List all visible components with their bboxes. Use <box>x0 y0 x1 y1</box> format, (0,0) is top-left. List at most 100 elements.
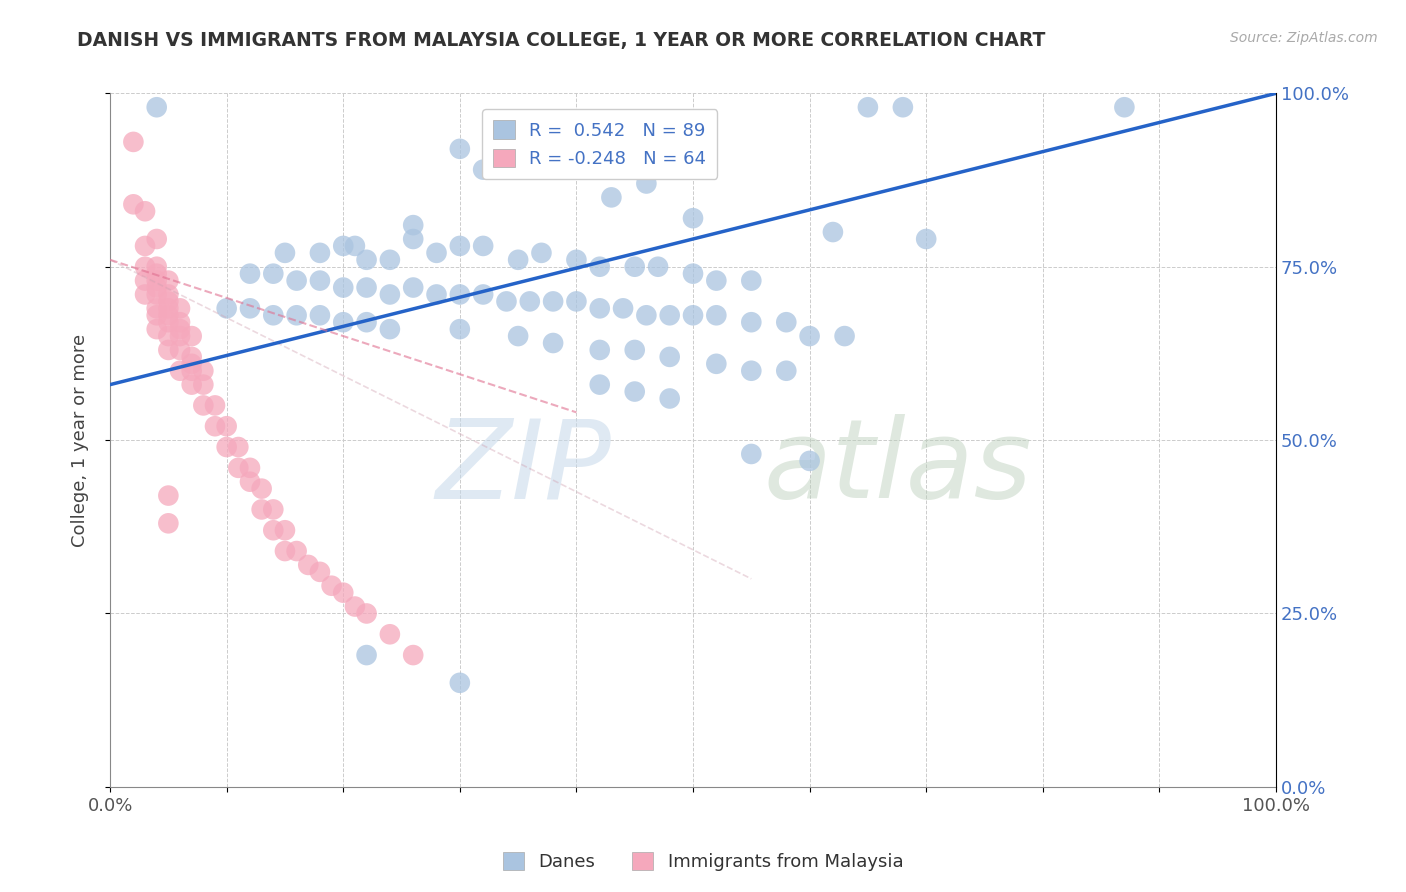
Point <box>193 377 215 392</box>
Point <box>915 232 938 246</box>
Point <box>145 267 167 281</box>
Point <box>356 607 378 621</box>
Point <box>285 274 308 288</box>
Point <box>274 544 297 558</box>
Point <box>180 329 202 343</box>
Point <box>332 239 354 253</box>
Point <box>508 329 530 343</box>
Point <box>157 329 180 343</box>
Point <box>145 260 167 274</box>
Point <box>449 675 471 690</box>
Point <box>449 142 471 156</box>
Point <box>821 225 844 239</box>
Point <box>740 364 762 378</box>
Point <box>250 482 273 496</box>
Point <box>682 211 704 226</box>
Point <box>180 364 202 378</box>
Point <box>565 252 588 267</box>
Point <box>274 523 297 537</box>
Point <box>145 287 167 301</box>
Point <box>623 343 645 357</box>
Point <box>658 308 681 322</box>
Point <box>134 274 156 288</box>
Point <box>589 377 612 392</box>
Point <box>145 100 167 114</box>
Legend: R =  0.542   N = 89, R = -0.248   N = 64: R = 0.542 N = 89, R = -0.248 N = 64 <box>482 110 717 178</box>
Point <box>157 287 180 301</box>
Point <box>193 399 215 413</box>
Point <box>239 267 262 281</box>
Point <box>356 315 378 329</box>
Point <box>262 308 284 322</box>
Point <box>204 399 226 413</box>
Point <box>157 315 180 329</box>
Point <box>204 419 226 434</box>
Point <box>285 544 308 558</box>
Point <box>145 301 167 316</box>
Point <box>775 315 797 329</box>
Point <box>891 100 914 114</box>
Point <box>740 315 762 329</box>
Point <box>612 301 634 316</box>
Point <box>530 245 553 260</box>
Point <box>134 204 156 219</box>
Text: DANISH VS IMMIGRANTS FROM MALAYSIA COLLEGE, 1 YEAR OR MORE CORRELATION CHART: DANISH VS IMMIGRANTS FROM MALAYSIA COLLE… <box>77 31 1046 50</box>
Point <box>262 523 284 537</box>
Point <box>623 384 645 399</box>
Point <box>309 245 332 260</box>
Point <box>508 252 530 267</box>
Point <box>122 197 145 211</box>
Point <box>309 274 332 288</box>
Point <box>332 315 354 329</box>
Legend: Danes, Immigrants from Malaysia: Danes, Immigrants from Malaysia <box>495 845 911 879</box>
Point <box>134 287 156 301</box>
Point <box>799 329 821 343</box>
Point <box>589 260 612 274</box>
Point <box>623 260 645 274</box>
Point <box>321 579 343 593</box>
Point <box>169 364 191 378</box>
Point <box>541 294 564 309</box>
Point <box>145 280 167 294</box>
Point <box>309 565 332 579</box>
Point <box>239 475 262 489</box>
Point <box>541 336 564 351</box>
Point <box>740 274 762 288</box>
Point <box>169 343 191 357</box>
Point <box>1114 100 1136 114</box>
Point <box>472 162 495 177</box>
Point <box>343 239 366 253</box>
Point <box>449 239 471 253</box>
Point <box>157 516 180 531</box>
Point <box>169 322 191 336</box>
Point <box>239 301 262 316</box>
Point <box>250 502 273 516</box>
Point <box>343 599 366 614</box>
Point <box>122 135 145 149</box>
Point <box>378 322 401 336</box>
Point <box>378 287 401 301</box>
Point <box>262 502 284 516</box>
Point <box>495 294 517 309</box>
Point <box>180 350 202 364</box>
Point <box>157 489 180 503</box>
Point <box>740 447 762 461</box>
Point <box>145 308 167 322</box>
Point <box>472 239 495 253</box>
Point <box>856 100 879 114</box>
Point <box>332 280 354 294</box>
Point <box>215 419 238 434</box>
Point <box>145 274 167 288</box>
Point <box>169 329 191 343</box>
Text: atlas: atlas <box>763 415 1032 521</box>
Point <box>378 252 401 267</box>
Point <box>519 294 541 309</box>
Point <box>658 350 681 364</box>
Text: ZIP: ZIP <box>436 415 612 521</box>
Point <box>402 648 425 662</box>
Point <box>228 440 250 454</box>
Point <box>636 308 658 322</box>
Point <box>239 460 262 475</box>
Point <box>704 308 727 322</box>
Point <box>378 627 401 641</box>
